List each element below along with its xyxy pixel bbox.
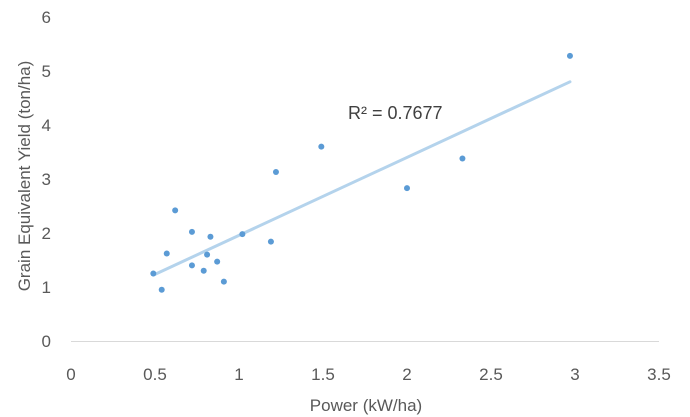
data-point [239, 231, 246, 238]
y-tick-label: 1 [42, 278, 51, 297]
data-point [188, 228, 195, 235]
trendline [151, 80, 572, 277]
data-point [204, 251, 211, 258]
data-point [220, 278, 227, 285]
data-point [163, 250, 170, 257]
y-tick-label: 5 [42, 62, 51, 81]
x-axis-ticks: 0 0.5 1 1.5 2 2.5 3 3.5 [66, 365, 671, 384]
x-tick-label: 1.5 [311, 365, 335, 384]
y-tick-label: 3 [42, 170, 51, 189]
data-point [267, 238, 274, 245]
data-point [188, 262, 195, 269]
x-tick-label: 3.5 [647, 365, 671, 384]
data-point [318, 143, 325, 150]
data-point [272, 168, 279, 175]
data-point [404, 185, 410, 192]
y-tick-label: 6 [42, 8, 51, 27]
y-tick-label: 4 [42, 116, 51, 135]
data-point [150, 270, 157, 277]
y-axis-title: Grain Equivalent Yield (ton/ha) [15, 61, 34, 292]
data-point [459, 155, 466, 162]
y-axis-ticks: 0 1 2 3 4 5 6 [42, 8, 51, 351]
x-tick-label: 0.5 [143, 365, 167, 384]
data-points [150, 52, 573, 293]
x-tick-label: 3 [570, 365, 579, 384]
y-tick-label: 2 [42, 224, 51, 243]
x-tick-label: 2 [402, 365, 411, 384]
r-squared-annotation: R² = 0.7677 [348, 103, 443, 123]
y-tick-label: 0 [42, 332, 51, 351]
data-point [214, 258, 221, 265]
x-axis-title: Power (kW/ha) [310, 396, 422, 415]
plot-area: 0 0.5 1 1.5 2 2.5 3 3.5 0 1 2 3 4 5 6 R² = 0.7677 [42, 8, 671, 384]
x-tick-label: 0 [66, 365, 75, 384]
data-point [158, 286, 165, 293]
data-point [566, 52, 573, 59]
x-tick-label: 1 [234, 365, 243, 384]
x-tick-label: 2.5 [479, 365, 503, 384]
data-point [200, 267, 207, 274]
data-point [172, 207, 179, 214]
data-point [207, 233, 214, 240]
